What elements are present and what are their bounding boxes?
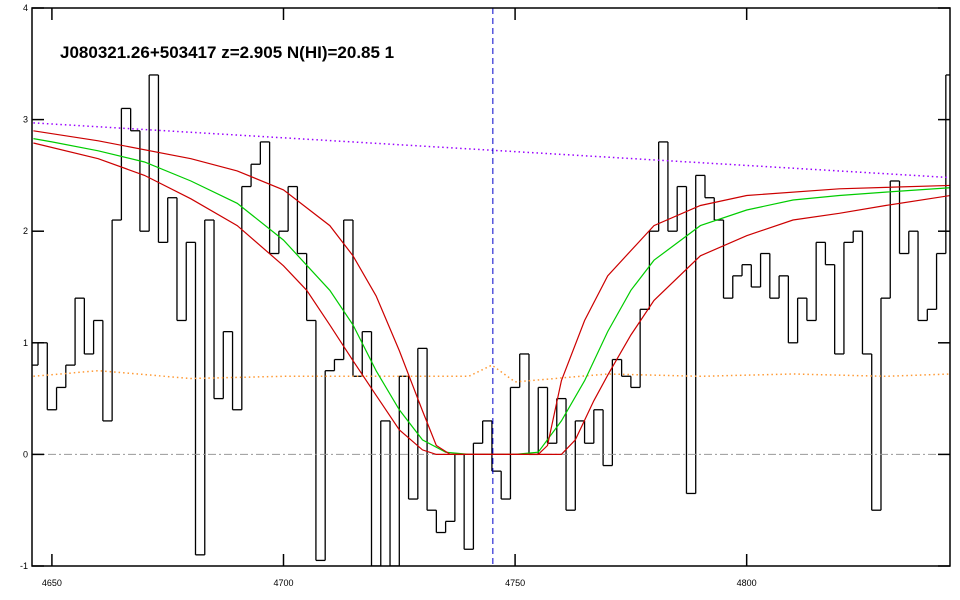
model-curve [33,122,950,179]
x-tick-label: 4650 [42,578,62,588]
y-tick-label: 3 [23,115,28,125]
y-tick-label: 4 [23,3,28,13]
x-tick-label: 4800 [737,578,757,588]
y-tick-label: 0 [23,449,28,459]
model-curve [33,142,950,455]
chart-title: J080321.26+503417 z=2.905 N(HI)=20.85 1 [60,43,394,62]
y-tick-label: -1 [20,561,28,571]
y-tick-label: 1 [23,338,28,348]
y-tick-label: 2 [23,226,28,236]
plot-frame [31,7,951,567]
x-tick-label: 4750 [505,578,525,588]
model-curve [33,364,950,383]
plot-area [32,8,950,566]
model-curve [33,130,950,455]
x-tick-label: 4700 [273,578,293,588]
